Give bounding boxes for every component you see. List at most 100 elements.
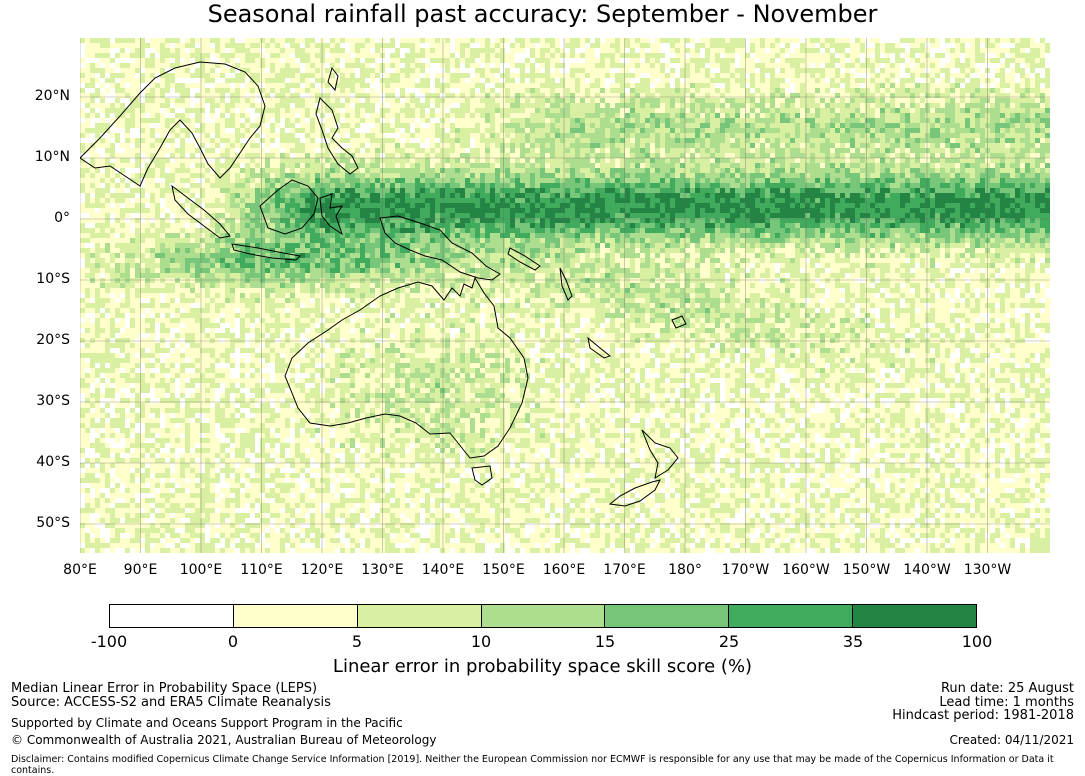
skill-cell	[575, 138, 580, 143]
skill-cell	[590, 68, 595, 73]
skill-cell	[440, 53, 445, 58]
skill-cell	[585, 78, 590, 83]
skill-cell	[200, 108, 205, 113]
skill-cell	[645, 98, 650, 103]
skill-cell	[155, 48, 160, 53]
skill-cell	[305, 103, 310, 108]
skill-cell	[90, 88, 95, 93]
skill-cell	[610, 163, 615, 168]
skill-cell	[375, 118, 380, 123]
skill-cell	[110, 153, 115, 158]
skill-cell	[685, 103, 690, 108]
skill-cell	[385, 118, 390, 123]
skill-cell	[720, 38, 725, 43]
skill-cell	[530, 83, 535, 88]
skill-cell	[170, 98, 175, 103]
skill-cell	[240, 143, 245, 148]
skill-cell	[835, 153, 840, 158]
skill-cell	[375, 128, 380, 133]
skill-cell	[295, 108, 300, 113]
skill-cell	[990, 88, 995, 93]
skill-cell	[815, 138, 820, 143]
skill-cell	[560, 103, 565, 108]
skill-cell	[315, 148, 320, 153]
skill-cell	[785, 153, 790, 158]
skill-cell	[200, 73, 205, 78]
skill-cell	[930, 88, 935, 93]
skill-cell	[735, 138, 740, 143]
skill-cell	[190, 43, 195, 48]
skill-cell	[150, 128, 155, 133]
skill-cell	[760, 118, 765, 123]
skill-cell	[260, 103, 265, 108]
skill-cell	[510, 43, 515, 48]
skill-cell	[155, 163, 160, 168]
skill-cell	[445, 63, 450, 68]
skill-cell	[160, 73, 165, 78]
skill-cell	[335, 53, 340, 58]
skill-cell	[840, 158, 845, 163]
skill-cell	[660, 53, 665, 58]
skill-cell	[285, 153, 290, 158]
skill-cell	[225, 158, 230, 163]
skill-cell	[820, 108, 825, 113]
skill-cells	[80, 38, 1050, 553]
skill-cell	[990, 133, 995, 138]
skill-cell	[505, 133, 510, 138]
skill-cell	[705, 143, 710, 148]
skill-cell	[360, 73, 365, 78]
skill-cell	[315, 83, 320, 88]
skill-cell	[565, 58, 570, 63]
skill-cell	[960, 118, 965, 123]
skill-cell	[670, 38, 675, 43]
skill-cell	[755, 113, 760, 118]
skill-cell	[330, 73, 335, 78]
skill-cell	[635, 108, 640, 113]
skill-cell	[105, 48, 110, 53]
skill-cell	[1025, 98, 1030, 103]
skill-cell	[405, 128, 410, 133]
skill-cell	[625, 68, 630, 73]
skill-cell	[940, 53, 945, 58]
skill-cell	[1035, 118, 1040, 123]
skill-cell	[135, 118, 140, 123]
skill-cell	[260, 58, 265, 63]
skill-cell	[100, 73, 105, 78]
skill-cell	[120, 158, 125, 163]
skill-cell	[615, 48, 620, 53]
skill-cell	[100, 108, 105, 113]
skill-cell	[230, 103, 235, 108]
skill-cell	[205, 73, 210, 78]
skill-cell	[150, 143, 155, 148]
skill-cell	[465, 43, 470, 48]
skill-cell	[765, 158, 770, 163]
skill-cell	[440, 78, 445, 83]
skill-cell	[110, 43, 115, 48]
skill-cell	[190, 118, 195, 123]
skill-cell	[655, 88, 660, 93]
skill-cell	[195, 163, 200, 168]
skill-cell	[1020, 153, 1025, 158]
skill-cell	[530, 148, 535, 153]
skill-cell	[715, 163, 720, 168]
skill-cell	[370, 73, 375, 78]
skill-cell	[305, 68, 310, 73]
skill-cell	[160, 158, 165, 163]
skill-cell	[175, 123, 180, 128]
skill-cell	[930, 63, 935, 68]
skill-cell	[550, 113, 555, 118]
skill-cell	[645, 143, 650, 148]
skill-cell	[785, 83, 790, 88]
skill-cell	[145, 73, 150, 78]
skill-cell	[1010, 143, 1015, 148]
skill-cell	[275, 163, 280, 168]
skill-cell	[965, 63, 970, 68]
skill-cell	[590, 133, 595, 138]
skill-cell	[730, 148, 735, 153]
skill-cell	[295, 38, 300, 43]
skill-cell	[260, 38, 265, 43]
skill-cell	[465, 83, 470, 88]
skill-cell	[770, 73, 775, 78]
skill-cell	[615, 138, 620, 143]
skill-cell	[820, 128, 825, 133]
